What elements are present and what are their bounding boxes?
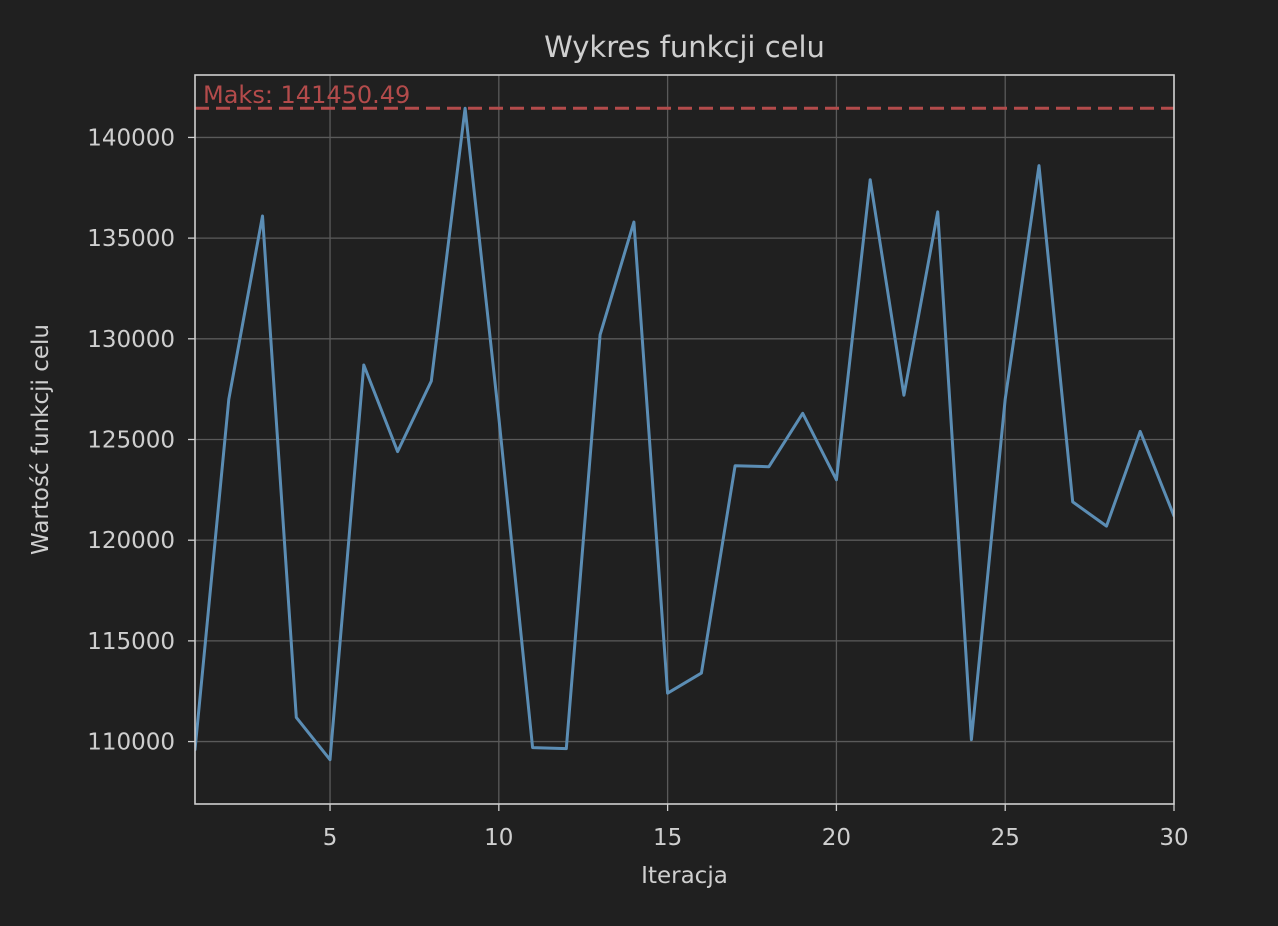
y-tick-label: 135000 bbox=[87, 226, 175, 252]
x-tick-label: 30 bbox=[1159, 825, 1188, 851]
y-tick-label: 140000 bbox=[87, 125, 175, 151]
x-tick-label: 25 bbox=[991, 825, 1020, 851]
y-tick-label: 125000 bbox=[87, 428, 175, 454]
max-annotation-label: Maks: 141450.49 bbox=[203, 81, 410, 109]
ticks: 5 10 15 20 25 30 110000 115000 120000 125000 13000… bbox=[87, 125, 1188, 851]
y-tick-label: 130000 bbox=[87, 327, 175, 353]
series-line bbox=[195, 106, 1174, 762]
y-tick-label: 120000 bbox=[87, 528, 175, 554]
y-axis-label: Wartość funkcji celu bbox=[28, 324, 54, 555]
x-tick-label: 5 bbox=[323, 825, 338, 851]
series-layer bbox=[195, 106, 1174, 762]
x-tick-label: 20 bbox=[822, 825, 851, 851]
x-axis-label: Iteracja bbox=[641, 863, 728, 889]
y-tick-label: 115000 bbox=[87, 629, 175, 655]
grid bbox=[195, 75, 1175, 804]
chart-title: Wykres funkcji celu bbox=[544, 30, 825, 64]
x-tick-label: 15 bbox=[653, 825, 682, 851]
x-tick-label: 10 bbox=[484, 825, 513, 851]
y-tick-label: 110000 bbox=[87, 730, 175, 756]
